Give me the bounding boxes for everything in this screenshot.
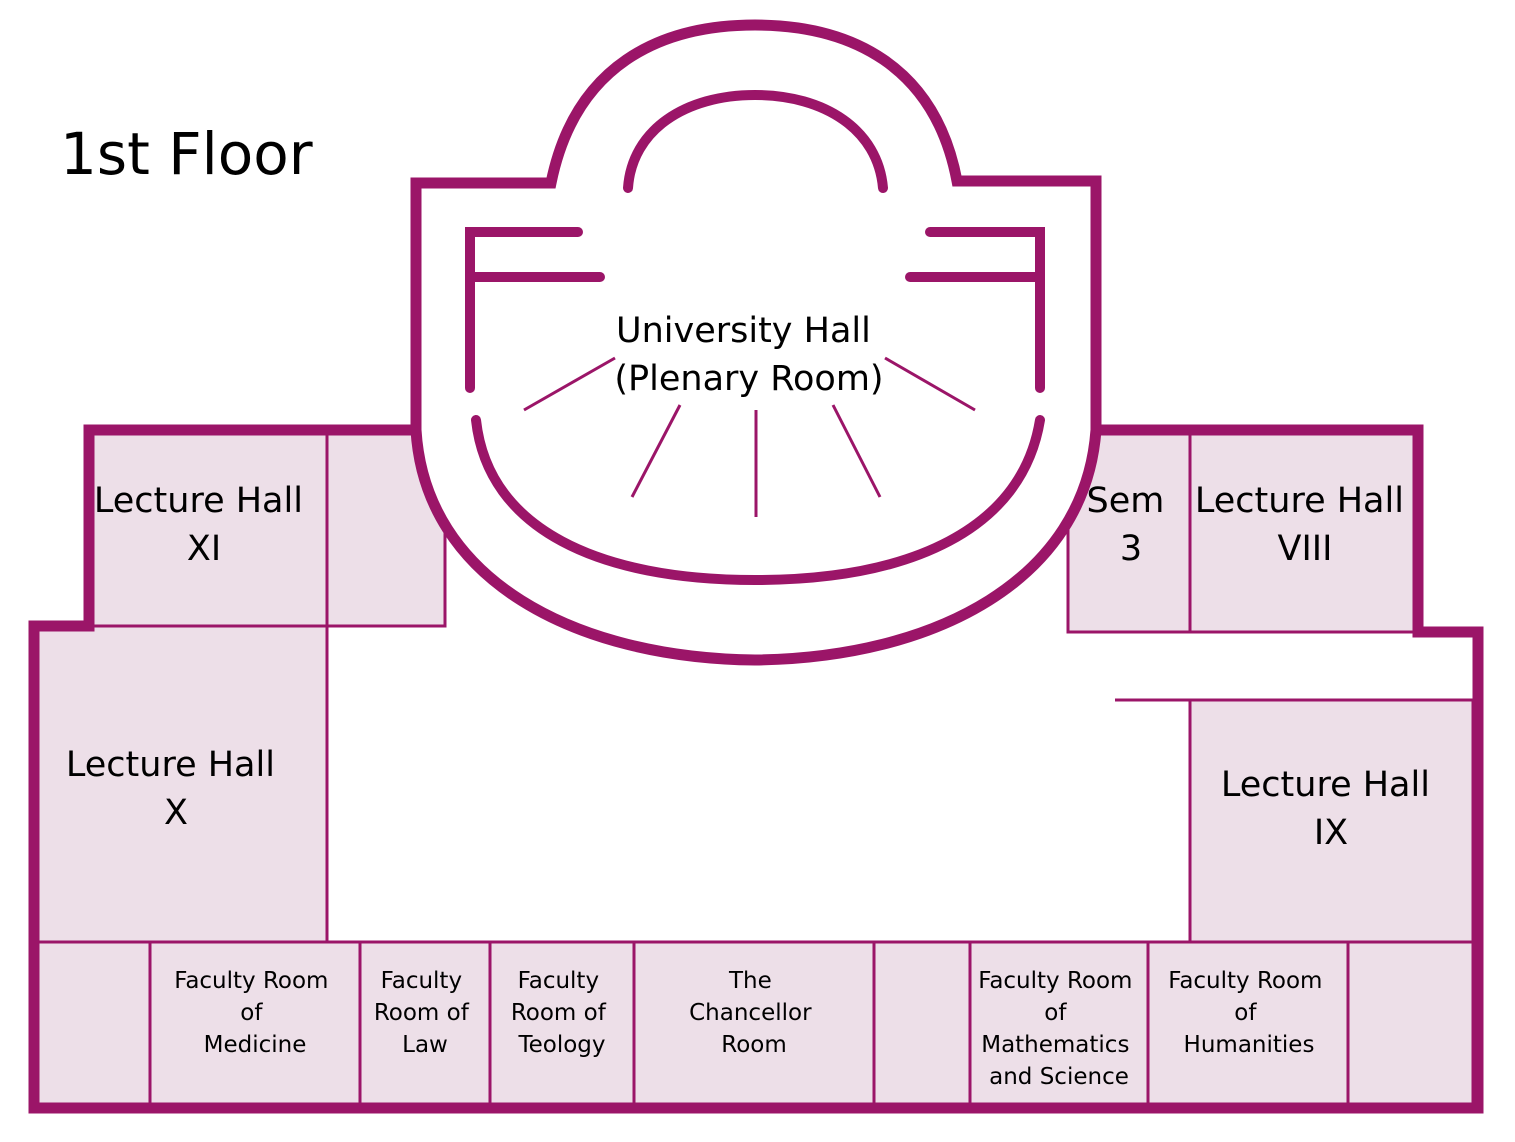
label-lecture-hall-viii: Lecture Hall VIII: [1195, 481, 1415, 569]
outer-walls: [28, 424, 1484, 1114]
room-lecture-hall-x[interactable]: [32, 624, 329, 944]
label-faculty-humanities: Faculty Room of Humanities: [1168, 968, 1330, 1058]
room-bottom-west-corner[interactable]: [32, 940, 152, 1110]
label-faculty-law: Faculty Room of Law: [374, 968, 476, 1058]
label-lecture-hall-ix: Lecture Hall IX: [1221, 765, 1441, 853]
label-lecture-hall-x: Lecture Hall X: [66, 745, 286, 833]
room-lecture-hall-viii[interactable]: [1188, 430, 1417, 634]
room-faculty-teology[interactable]: [488, 940, 636, 1110]
room-lecture-hall-ix[interactable]: [1188, 698, 1475, 944]
room-faculty-medicine[interactable]: [148, 940, 362, 1110]
interior-partitions: [34, 626, 1478, 944]
label-faculty-math: Faculty Room of Mathematics and Science: [978, 968, 1140, 1090]
label-faculty-teology: Faculty Room of Teology: [511, 968, 613, 1058]
label-faculty-medicine: Faculty Room of Medicine: [174, 968, 336, 1058]
rooms: [32, 430, 1475, 1110]
label-university-hall: University Hall (Plenary Room): [614, 311, 883, 399]
room-bottom-east-corner[interactable]: [1346, 940, 1475, 1110]
label-lecture-hall-xi: Lecture Hall XI: [94, 481, 314, 569]
room-lecture-hall-xi[interactable]: [87, 430, 329, 628]
floor-title: 1st Floor: [60, 120, 313, 188]
university-hall-details: [465, 89, 1045, 586]
label-sem-3: Sem 3: [1087, 481, 1176, 569]
room-unnamed-bottom-middle[interactable]: [872, 940, 972, 1110]
university-hall-outline[interactable]: [410, 19, 1102, 666]
label-chancellor: The Chancellor Room: [689, 968, 819, 1058]
